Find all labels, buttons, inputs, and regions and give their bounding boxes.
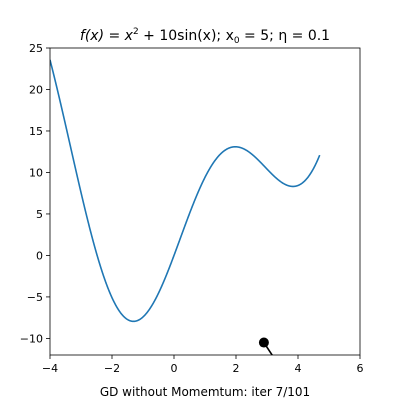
y-tick-label: −10 (20, 332, 43, 345)
function-curve (50, 59, 321, 323)
y-axis-ticks: −10 −5 0 5 10 15 20 25 (20, 42, 50, 345)
y-tick-label: 0 (36, 249, 43, 262)
y-tick-label: 15 (29, 125, 43, 138)
x-tick-label: 4 (295, 362, 302, 375)
x-tick-label: 6 (357, 362, 364, 375)
x-tick-label: 2 (233, 362, 240, 375)
x-tick-label: 0 (171, 362, 178, 375)
y-tick-label: 5 (36, 208, 43, 221)
x-axis-label: GD without Momemtum: iter 7/101 (100, 385, 310, 399)
y-tick-label: 20 (29, 83, 43, 96)
y-tick-label: 25 (29, 42, 43, 55)
current-iterate-marker (258, 337, 269, 348)
chart-title: f(x) = x2 + 10sin(x); x0 = 5; η = 0.1 (80, 27, 330, 46)
y-tick-label: −5 (27, 291, 43, 304)
axes-frame (49, 47, 361, 356)
x-tick-label: −4 (42, 362, 58, 375)
x-tick-label: −2 (104, 362, 120, 375)
y-tick-label: 10 (29, 166, 43, 179)
x-axis-ticks: −4 −2 0 2 4 6 (42, 355, 364, 375)
